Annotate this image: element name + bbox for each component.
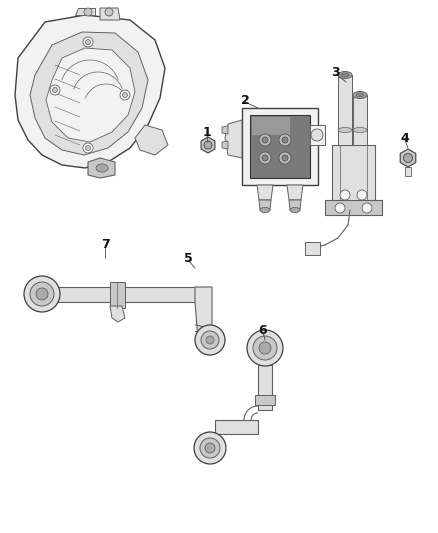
Polygon shape — [242, 108, 318, 185]
Circle shape — [204, 141, 212, 149]
Circle shape — [84, 8, 92, 16]
Ellipse shape — [356, 93, 364, 97]
Circle shape — [195, 325, 225, 355]
Text: 3: 3 — [332, 66, 340, 78]
Polygon shape — [405, 167, 411, 176]
Circle shape — [259, 342, 271, 354]
Circle shape — [206, 336, 214, 344]
Circle shape — [335, 203, 345, 213]
Polygon shape — [88, 158, 115, 178]
Circle shape — [282, 155, 288, 161]
Text: 2: 2 — [240, 93, 249, 107]
Circle shape — [262, 155, 268, 161]
Polygon shape — [75, 8, 95, 15]
Polygon shape — [195, 287, 212, 340]
Polygon shape — [215, 420, 258, 434]
Polygon shape — [325, 200, 382, 215]
Ellipse shape — [338, 127, 352, 133]
Circle shape — [282, 137, 288, 143]
Polygon shape — [222, 126, 228, 134]
Polygon shape — [100, 8, 120, 20]
Ellipse shape — [353, 127, 367, 133]
Text: 1: 1 — [203, 125, 212, 139]
Circle shape — [262, 137, 268, 143]
Circle shape — [311, 129, 323, 141]
Polygon shape — [259, 200, 271, 210]
Circle shape — [403, 154, 413, 163]
Polygon shape — [110, 282, 125, 308]
Circle shape — [357, 190, 367, 200]
Circle shape — [36, 288, 48, 300]
Ellipse shape — [338, 71, 352, 78]
Ellipse shape — [290, 207, 300, 213]
Circle shape — [85, 39, 91, 44]
Ellipse shape — [260, 207, 270, 213]
Polygon shape — [289, 200, 301, 210]
Polygon shape — [250, 115, 310, 178]
Circle shape — [120, 90, 130, 100]
Circle shape — [205, 443, 215, 453]
Circle shape — [279, 152, 291, 164]
Polygon shape — [353, 95, 367, 145]
Ellipse shape — [353, 92, 367, 99]
Circle shape — [201, 331, 219, 349]
Text: 6: 6 — [259, 324, 267, 336]
Text: 4: 4 — [401, 132, 410, 144]
Polygon shape — [338, 75, 352, 145]
Polygon shape — [255, 395, 275, 405]
Circle shape — [247, 330, 283, 366]
Polygon shape — [332, 145, 375, 210]
Circle shape — [259, 134, 271, 146]
Circle shape — [340, 190, 350, 200]
Circle shape — [50, 85, 60, 95]
Polygon shape — [258, 365, 272, 410]
Circle shape — [259, 152, 271, 164]
Polygon shape — [287, 185, 303, 200]
Circle shape — [85, 146, 91, 150]
Circle shape — [30, 282, 54, 306]
Circle shape — [200, 438, 220, 458]
Circle shape — [83, 143, 93, 153]
Text: 7: 7 — [101, 238, 110, 252]
Ellipse shape — [96, 164, 108, 172]
Ellipse shape — [341, 73, 349, 77]
Circle shape — [194, 432, 226, 464]
Polygon shape — [310, 125, 325, 145]
Polygon shape — [30, 32, 148, 155]
Polygon shape — [305, 242, 320, 255]
Text: 5: 5 — [184, 252, 192, 264]
Circle shape — [279, 134, 291, 146]
Circle shape — [123, 93, 127, 98]
Polygon shape — [135, 125, 168, 155]
Polygon shape — [222, 141, 228, 149]
Polygon shape — [46, 48, 135, 142]
Polygon shape — [201, 137, 215, 153]
Circle shape — [362, 203, 372, 213]
Polygon shape — [15, 15, 165, 168]
Polygon shape — [252, 117, 290, 135]
Circle shape — [253, 336, 277, 360]
Circle shape — [83, 37, 93, 47]
Circle shape — [53, 87, 57, 93]
Polygon shape — [110, 306, 125, 322]
Polygon shape — [257, 185, 273, 200]
Circle shape — [105, 8, 113, 16]
Polygon shape — [45, 287, 195, 302]
Polygon shape — [400, 149, 416, 167]
Circle shape — [24, 276, 60, 312]
Polygon shape — [225, 120, 242, 158]
